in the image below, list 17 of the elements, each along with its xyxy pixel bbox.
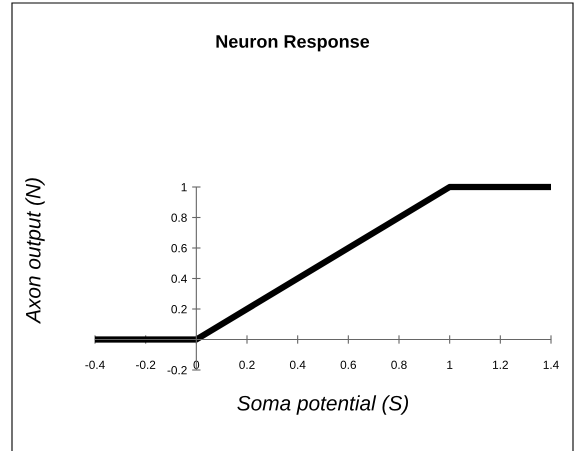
chart-title: Neuron Response [216,35,370,52]
y-tick-label: 0.2 [171,305,187,314]
y-tick-label: 0.8 [171,214,187,222]
y-tick-label: 1 [182,183,187,192]
y-tick-label: 0.4 [171,274,187,283]
x-tick-label: 1 [447,360,452,369]
y-tick-label: 0.6 [171,244,187,252]
x-tick-label: -0.2 [136,360,156,370]
x-tick-label: 0.6 [340,360,356,370]
x-tick-label: 0.2 [239,360,255,370]
y-axis-title: Axon output (N) [25,178,45,324]
x-tick-label: 1.2 [493,360,508,369]
x-tick-label: 1.4 [544,360,559,369]
x-axis-title: Soma potential (S) [237,395,408,415]
x-tick-label: -0.4 [85,360,105,370]
x-tick-label: 0.4 [290,360,306,370]
x-tick-label: 0.8 [391,360,407,370]
